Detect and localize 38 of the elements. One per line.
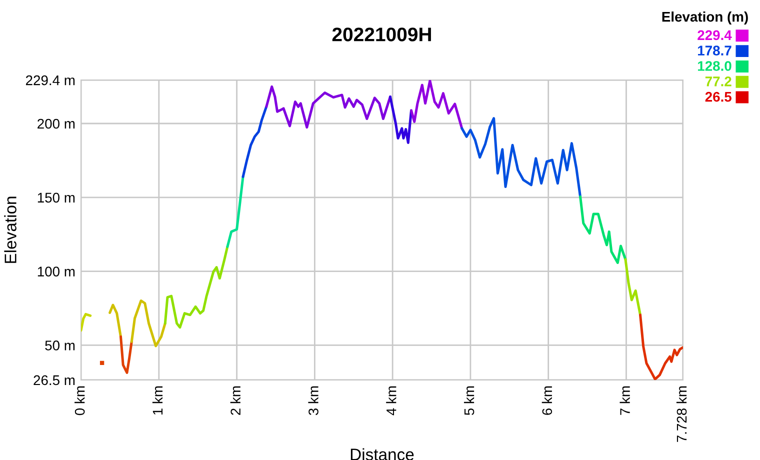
x-tick-label: 1 km (152, 386, 162, 415)
color-bar-label: 229.4 (698, 30, 732, 40)
color-bar-title: Elevation (m) (662, 12, 748, 24)
line-series (226, 175, 244, 248)
y-tick-label: 200 m (38, 118, 75, 129)
line-series (579, 195, 627, 264)
x-tick-label: 7.728 km (676, 386, 687, 442)
line-series (119, 335, 133, 374)
line-series (108, 304, 122, 338)
line-series (624, 258, 642, 316)
line-series (639, 314, 683, 380)
line-series (410, 80, 464, 130)
chart-title: 20221009H (332, 28, 431, 42)
x-tick-label: 6 km (542, 386, 552, 415)
line-series (265, 85, 392, 129)
color-bar-label: 128.0 (698, 61, 732, 71)
line-series (81, 312, 92, 332)
line-series (388, 95, 413, 144)
x-tick-label: 3 km (308, 386, 318, 416)
color-bar-label: 77.2 (705, 76, 732, 86)
color-bar-label: 178.7 (698, 46, 732, 56)
y-tick-label: 50 m (45, 340, 75, 350)
x-tick-label: 0 km (74, 386, 85, 416)
x-tick-label: 4 km (386, 386, 396, 416)
x-tick-label: 7 km (620, 386, 630, 415)
y-tick-label: 26.5 m (34, 375, 75, 386)
y-tick-label: 150 m (38, 192, 75, 203)
x-axis-title: Distance (350, 448, 414, 460)
line-series (130, 299, 166, 348)
y-tick-label: 229.4 m (26, 75, 75, 86)
line-series (242, 105, 268, 178)
y-tick-label: 100 m (38, 266, 75, 276)
x-tick-label: 5 km (464, 386, 474, 416)
y-axis-title: Elevation (4, 196, 16, 263)
x-tick-label: 2 km (230, 386, 240, 415)
line-series (460, 117, 582, 198)
color-bar-label: 26.5 (705, 92, 732, 102)
line-series (164, 245, 229, 329)
